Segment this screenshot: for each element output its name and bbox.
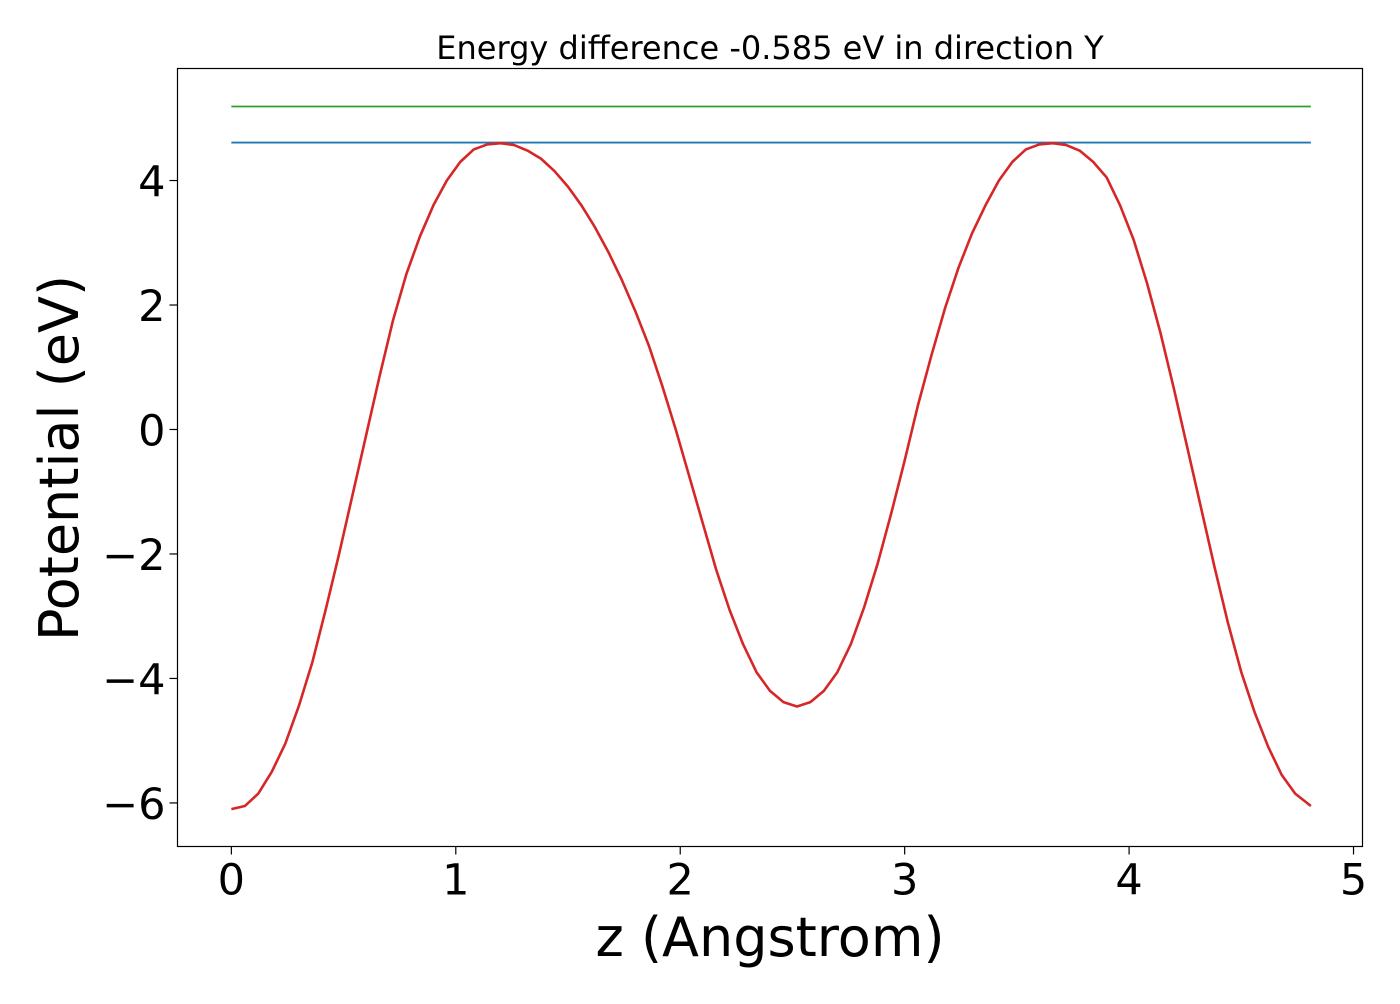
x-tick-label: 3 <box>891 856 918 906</box>
x-axis-label: z (Angstrom) <box>595 906 944 969</box>
x-tick-label: 5 <box>1340 856 1367 906</box>
plot-area <box>231 105 1312 811</box>
y-tick-label: 4 <box>138 158 165 208</box>
x-tick-label: 2 <box>667 856 694 906</box>
x-tick-label: 1 <box>442 856 469 906</box>
y-tick-label: −4 <box>102 655 165 705</box>
y-axis-label: Potential (eV) <box>28 275 91 641</box>
y-tick-label: 0 <box>138 406 165 456</box>
y-tick-label: 2 <box>138 282 165 332</box>
x-axis: 0 1 2 3 4 5 <box>218 846 1367 906</box>
chart-title: Energy difference -0.585 eV in direction… <box>436 29 1104 67</box>
y-axis: −6 −4 −2 0 2 4 <box>102 158 178 830</box>
x-tick-label: 0 <box>218 856 245 906</box>
x-tick-label: 4 <box>1115 856 1142 906</box>
y-tick-label: −2 <box>102 531 165 581</box>
plot-frame <box>176 67 1364 848</box>
y-tick-label: −6 <box>102 780 165 830</box>
series-line-3 <box>231 141 1312 811</box>
